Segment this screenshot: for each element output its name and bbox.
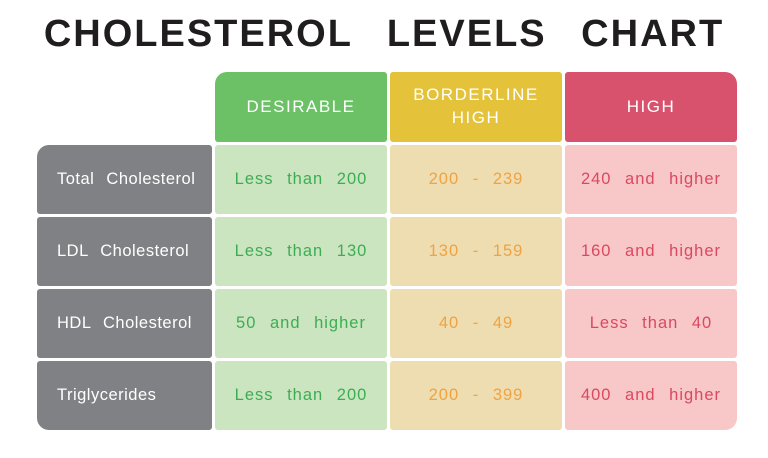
cell-hdl-cholesterol-borderline: 40 - 49	[390, 289, 562, 358]
column-header-high: HIGH	[565, 72, 737, 142]
row-header-total-cholesterol: Total Cholesterol	[37, 145, 212, 214]
row-header-ldl-cholesterol: LDL Cholesterol	[37, 217, 212, 286]
cell-hdl-cholesterol-desirable: 50 and higher	[215, 289, 387, 358]
column-header-desirable: DESIRABLE	[215, 72, 387, 142]
cell-triglycerides-high: 400 and higher	[565, 361, 737, 430]
cell-total-cholesterol-high: 240 and higher	[565, 145, 737, 214]
row-header-triglycerides: Triglycerides	[37, 361, 212, 430]
cell-total-cholesterol-desirable: Less than 200	[215, 145, 387, 214]
levels-table: DESIRABLE BORDERLINE HIGH HIGH Total Cho…	[37, 72, 737, 430]
cell-ldl-cholesterol-high: 160 and higher	[565, 217, 737, 286]
page-title: CHOLESTEROL LEVELS CHART	[43, 13, 725, 55]
column-header-borderline-high: BORDERLINE HIGH	[390, 72, 562, 142]
row-header-hdl-cholesterol: HDL Cholesterol	[37, 289, 212, 358]
cell-total-cholesterol-borderline: 200 - 239	[390, 145, 562, 214]
table-corner-spacer	[37, 72, 212, 142]
cell-ldl-cholesterol-borderline: 130 - 159	[390, 217, 562, 286]
cell-hdl-cholesterol-high: Less than 40	[565, 289, 737, 358]
cell-triglycerides-borderline: 200 - 399	[390, 361, 562, 430]
cell-ldl-cholesterol-desirable: Less than 130	[215, 217, 387, 286]
cell-triglycerides-desirable: Less than 200	[215, 361, 387, 430]
